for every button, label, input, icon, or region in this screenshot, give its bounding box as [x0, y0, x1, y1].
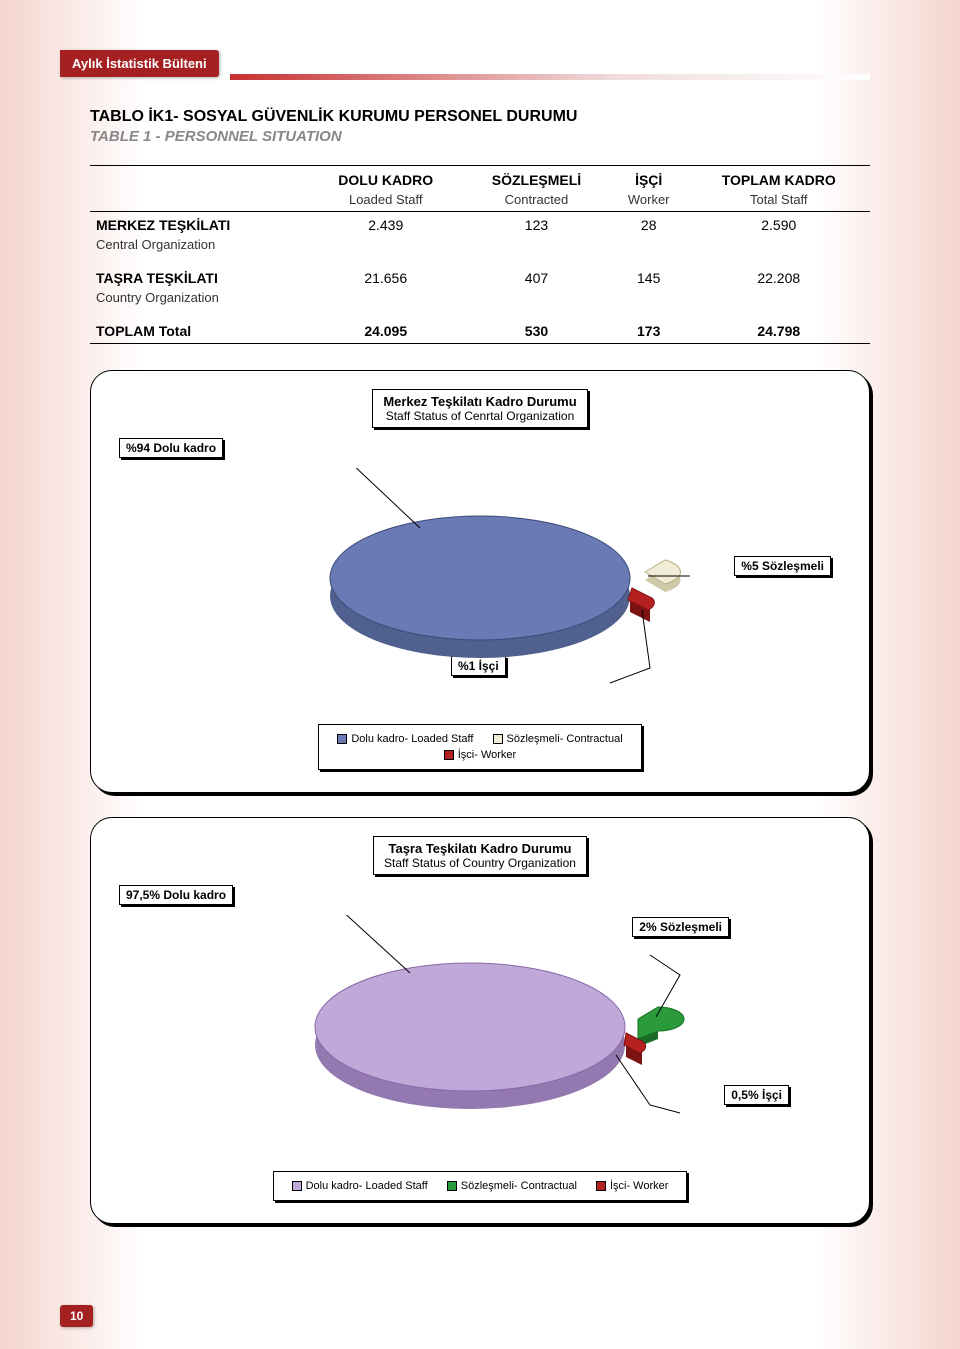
- pie-chart-2: [270, 915, 690, 1145]
- table-row: TOPLAM Total 24.095 530 173 24.798: [90, 319, 870, 344]
- chart1-pie-area: %94 Dolu kadro %5 Sözleşmeli %1 İşçi: [111, 438, 849, 718]
- callout-dolu-1: %94 Dolu kadro: [119, 438, 223, 458]
- callout-isci-2: 0,5% İşçi: [724, 1085, 789, 1105]
- chart2-title-box: Taşra Teşkilatı Kadro Durumu Staff Statu…: [373, 836, 587, 875]
- header-bar: Aylık İstatistik Bülteni: [90, 50, 870, 80]
- header-stripe: [230, 74, 870, 80]
- row0-label: MERKEZ TEŞKİLATI: [90, 213, 308, 237]
- col-h1-3: TOPLAM KADRO: [688, 168, 870, 192]
- chart-card-tasra: Taşra Teşkilatı Kadro Durumu Staff Statu…: [90, 817, 870, 1224]
- col-h1-1: SÖZLEŞMELİ: [463, 168, 610, 192]
- col-h2-0: Loaded Staff: [308, 192, 463, 212]
- col-h2-2: Worker: [610, 192, 688, 212]
- row2-label: TOPLAM Total: [90, 319, 308, 344]
- table-row-sub: Country Organization: [90, 290, 870, 309]
- title-main: TABLO İK1- SOSYAL GÜVENLİK KURUMU PERSON…: [90, 108, 870, 126]
- col-h1-0: DOLU KADRO: [308, 168, 463, 192]
- chart-card-merkez: Merkez Teşkilatı Kadro Durumu Staff Stat…: [90, 370, 870, 793]
- col-h2-3: Total Staff: [688, 192, 870, 212]
- col-h1-2: İŞÇİ: [610, 168, 688, 192]
- table-row: MERKEZ TEŞKİLATI 2.439 123 28 2.590: [90, 213, 870, 237]
- page-number: 10: [60, 1305, 93, 1327]
- page-titles: TABLO İK1- SOSYAL GÜVENLİK KURUMU PERSON…: [90, 108, 870, 145]
- chart2-pie-area: 97,5% Dolu kadro 2% Sözleşmeli 0,5% İşçi: [111, 885, 849, 1165]
- col-h2-1: Contracted: [463, 192, 610, 212]
- chart1-title-box: Merkez Teşkilatı Kadro Durumu Staff Stat…: [372, 389, 587, 428]
- chart1-legend: Dolu kadro- Loaded Staff Sözleşmeli- Con…: [318, 724, 641, 770]
- row1-label: TAŞRA TEŞKİLATI: [90, 266, 308, 290]
- title-sub: TABLE 1 - PERSONNEL SITUATION: [90, 128, 870, 145]
- callout-dolu-2: 97,5% Dolu kadro: [119, 885, 233, 905]
- chart2-legend: Dolu kadro- Loaded Staff Sözleşmeli- Con…: [273, 1171, 688, 1201]
- pie-chart-1: [270, 468, 690, 698]
- callout-sozl-1: %5 Sözleşmeli: [734, 556, 831, 576]
- table-row: TAŞRA TEŞKİLATI 21.656 407 145 22.208: [90, 266, 870, 290]
- table-row-sub: Central Organization: [90, 237, 870, 256]
- personnel-table: DOLU KADRO SÖZLEŞMELİ İŞÇİ TOPLAM KADRO …: [90, 165, 870, 346]
- header-chip: Aylık İstatistik Bülteni: [60, 50, 219, 77]
